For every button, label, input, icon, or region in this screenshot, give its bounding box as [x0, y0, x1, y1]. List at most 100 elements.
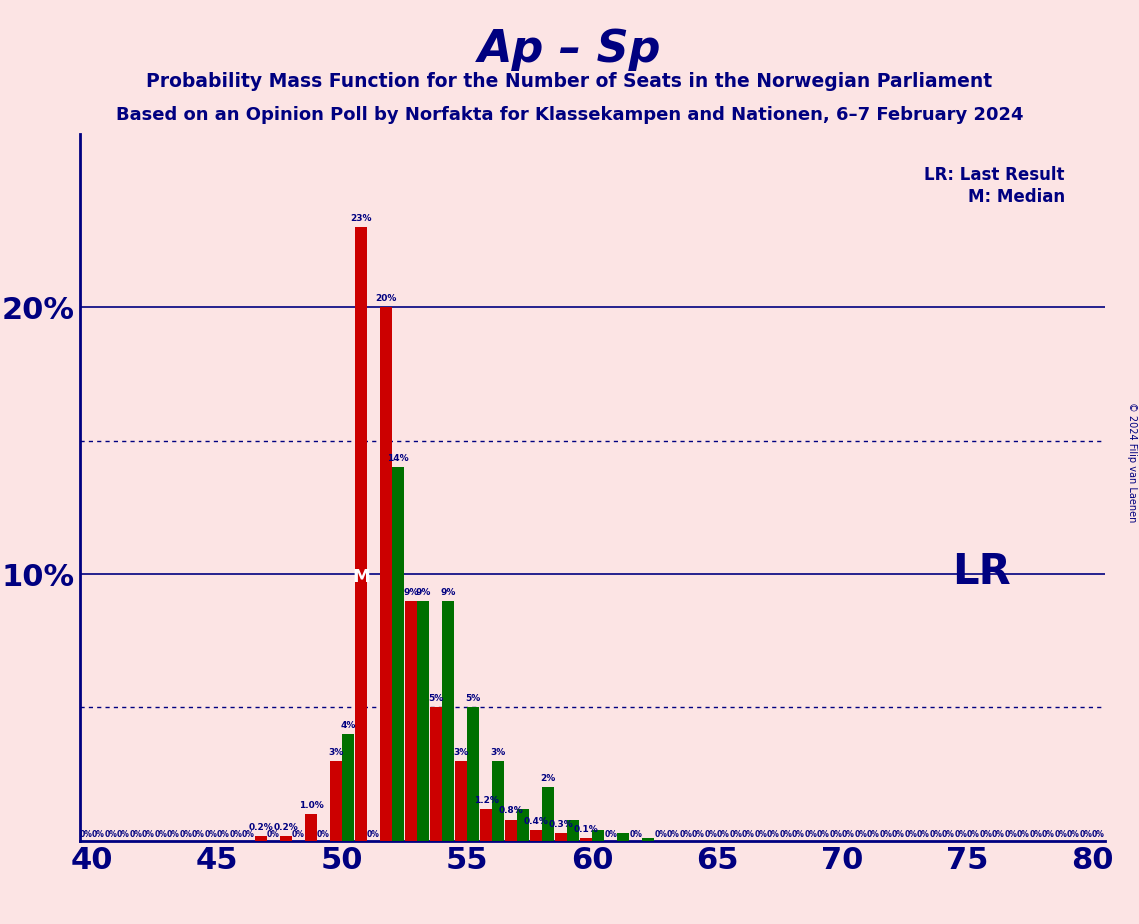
Bar	[492, 760, 505, 841]
Text: 0%: 0%	[767, 830, 780, 839]
Text: 0%: 0%	[929, 830, 943, 839]
Text: 23%: 23%	[351, 214, 372, 224]
Text: 0%: 0%	[817, 830, 829, 839]
Text: 20%: 20%	[376, 295, 398, 303]
Text: 0%: 0%	[166, 830, 180, 839]
Text: 0.2%: 0.2%	[273, 822, 298, 832]
Text: 0%: 0%	[241, 830, 255, 839]
Text: 0%: 0%	[805, 830, 818, 839]
Text: 0%: 0%	[792, 830, 805, 839]
Bar	[567, 820, 580, 841]
Text: 0%: 0%	[367, 830, 379, 839]
Bar	[380, 308, 392, 841]
Text: 0%: 0%	[917, 830, 929, 839]
Bar	[531, 830, 542, 841]
Text: LR: LR	[952, 552, 1011, 593]
Bar	[405, 601, 417, 841]
Bar	[481, 808, 492, 841]
Text: 0%: 0%	[605, 830, 617, 839]
Text: 0%: 0%	[1080, 830, 1092, 839]
Text: 0%: 0%	[855, 830, 868, 839]
Text: 1.0%: 1.0%	[298, 801, 323, 810]
Text: 0.2%: 0.2%	[249, 822, 273, 832]
Bar	[280, 835, 293, 841]
Text: Based on an Opinion Poll by Norfakta for Klassekampen and Nationen, 6–7 February: Based on an Opinion Poll by Norfakta for…	[116, 106, 1023, 124]
Text: 0%: 0%	[191, 830, 205, 839]
Text: 0%: 0%	[205, 830, 218, 839]
Text: 9%: 9%	[441, 588, 456, 597]
Text: 0%: 0%	[1092, 830, 1105, 839]
Text: 14%: 14%	[387, 455, 409, 464]
Bar	[617, 833, 629, 841]
Text: 3%: 3%	[491, 748, 506, 757]
Bar	[392, 468, 404, 841]
Text: 0%: 0%	[691, 830, 705, 839]
Text: 0%: 0%	[879, 830, 893, 839]
Text: © 2024 Filip van Laenen: © 2024 Filip van Laenen	[1126, 402, 1137, 522]
Text: 0%: 0%	[666, 830, 680, 839]
Bar	[456, 760, 467, 841]
Bar	[642, 838, 654, 841]
Text: 5%: 5%	[428, 695, 444, 703]
Text: 0.3%: 0.3%	[549, 820, 574, 829]
Text: 0%: 0%	[105, 830, 117, 839]
Text: 0%: 0%	[730, 830, 743, 839]
Text: 0%: 0%	[980, 830, 993, 839]
Text: 0%: 0%	[317, 830, 329, 839]
Text: 0%: 0%	[117, 830, 130, 839]
Text: 0%: 0%	[1042, 830, 1055, 839]
Bar	[255, 835, 268, 841]
Text: 0.4%: 0.4%	[524, 817, 549, 826]
Bar	[431, 708, 442, 841]
Text: 0%: 0%	[741, 830, 755, 839]
Text: 2%: 2%	[541, 774, 556, 784]
Text: 3%: 3%	[453, 748, 469, 757]
Text: 9%: 9%	[416, 588, 431, 597]
Text: 0%: 0%	[716, 830, 730, 839]
Text: 0%: 0%	[992, 830, 1005, 839]
Text: 0%: 0%	[292, 830, 305, 839]
Bar	[467, 708, 480, 841]
Text: 0%: 0%	[180, 830, 192, 839]
Text: 0%: 0%	[1030, 830, 1043, 839]
Text: 0%: 0%	[954, 830, 968, 839]
Bar	[330, 760, 342, 841]
Text: 0%: 0%	[867, 830, 879, 839]
Text: 0%: 0%	[655, 830, 667, 839]
Text: 0%: 0%	[680, 830, 693, 839]
Text: 0%: 0%	[630, 830, 642, 839]
Bar	[592, 830, 605, 841]
Bar	[542, 787, 555, 841]
Bar	[556, 833, 567, 841]
Text: 4%: 4%	[341, 721, 357, 730]
Text: 3%: 3%	[329, 748, 344, 757]
Bar	[355, 227, 367, 841]
Text: 0%: 0%	[780, 830, 793, 839]
Bar	[417, 601, 429, 841]
Bar	[442, 601, 454, 841]
Text: 0%: 0%	[141, 830, 155, 839]
Text: 1.2%: 1.2%	[474, 796, 499, 805]
Text: 0%: 0%	[892, 830, 904, 839]
Text: 0%: 0%	[904, 830, 918, 839]
Bar	[517, 808, 530, 841]
Text: 0%: 0%	[830, 830, 843, 839]
Text: M: M	[352, 568, 370, 586]
Text: 0%: 0%	[155, 830, 167, 839]
Text: 0%: 0%	[80, 830, 92, 839]
Text: 0%: 0%	[1017, 830, 1030, 839]
Text: Probability Mass Function for the Number of Seats in the Norwegian Parliament: Probability Mass Function for the Number…	[147, 72, 992, 91]
Text: 0%: 0%	[967, 830, 980, 839]
Text: 0%: 0%	[942, 830, 954, 839]
Text: 0.8%: 0.8%	[499, 807, 524, 816]
Text: 5%: 5%	[466, 695, 481, 703]
Text: 0%: 0%	[216, 830, 230, 839]
Text: 9%: 9%	[403, 588, 419, 597]
Bar	[305, 814, 318, 841]
Text: LR: Last Result: LR: Last Result	[925, 166, 1065, 184]
Text: 0%: 0%	[1067, 830, 1080, 839]
Text: 0.1%: 0.1%	[574, 825, 599, 834]
Text: 0%: 0%	[842, 830, 854, 839]
Text: 0%: 0%	[1055, 830, 1067, 839]
Bar	[506, 820, 517, 841]
